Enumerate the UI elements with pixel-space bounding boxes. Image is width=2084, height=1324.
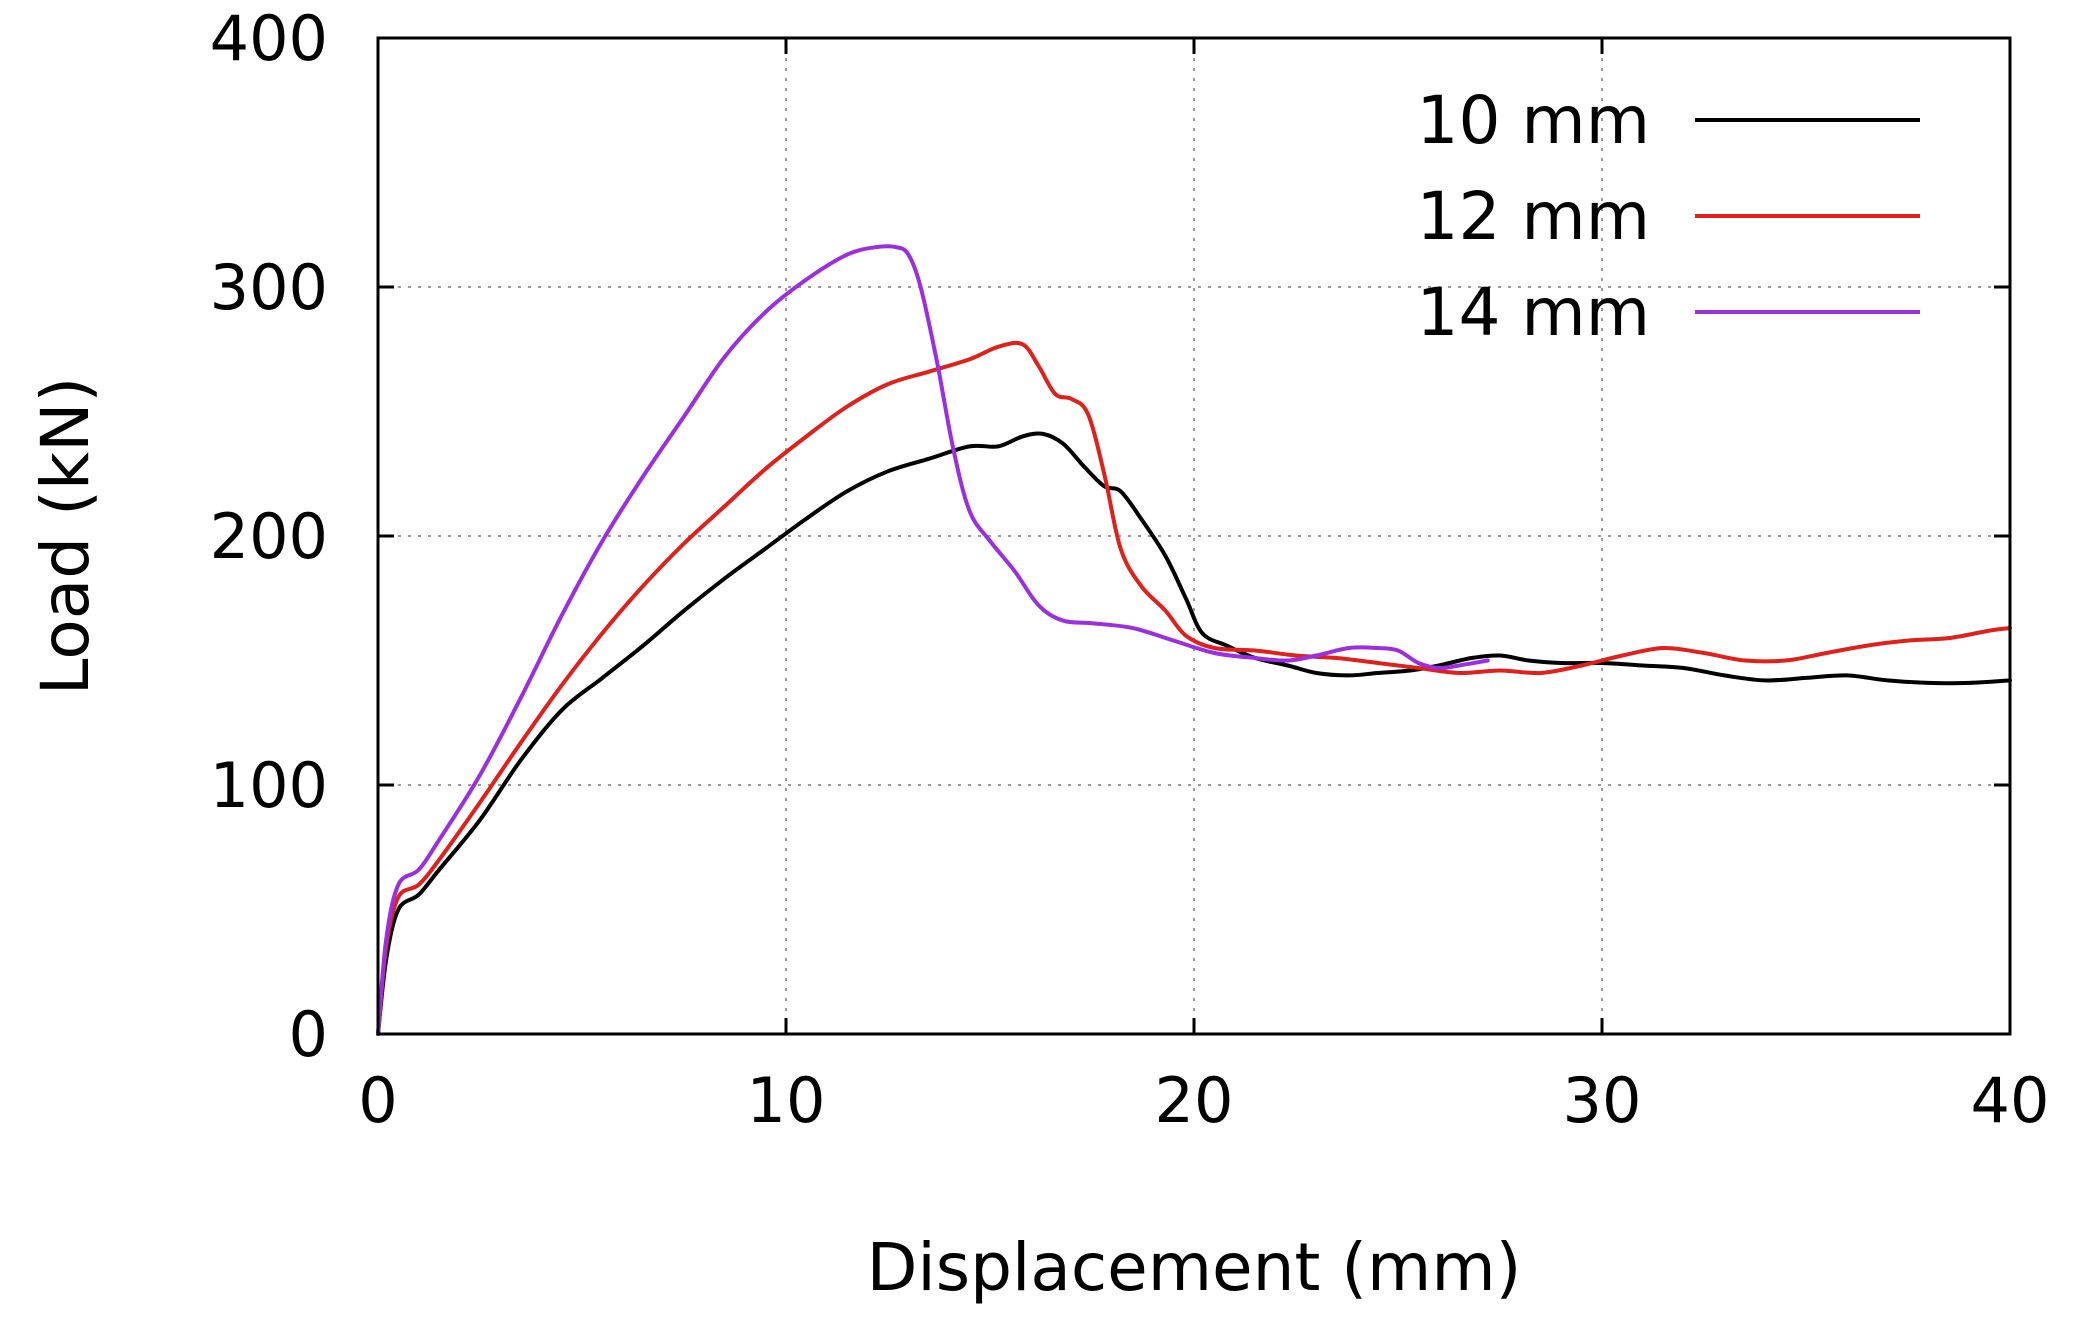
- y-axis-title: Load (kN): [27, 377, 104, 695]
- legend-label-10-mm: 10 mm: [1416, 82, 1650, 159]
- y-tick-label: 0: [289, 998, 328, 1071]
- legend: 10 mm 12 mm 14 mm: [1416, 82, 1920, 351]
- x-tick-label: 0: [358, 1064, 397, 1137]
- x-axis-title: Displacement (mm): [867, 1229, 1522, 1306]
- series-layer: [376, 244, 2012, 1036]
- x-tick-label: 10: [747, 1064, 826, 1137]
- legend-label-14-mm: 14 mm: [1416, 274, 1650, 351]
- y-tick-label: 200: [210, 500, 328, 573]
- grid-layer: [378, 38, 2010, 1034]
- x-tick-label: 40: [1971, 1064, 2050, 1137]
- x-tick-label: 30: [1563, 1064, 1642, 1137]
- y-tick-label: 300: [210, 251, 328, 324]
- legend-label-12-mm: 12 mm: [1416, 178, 1650, 255]
- series-line-14-mm: [376, 244, 1490, 1036]
- y-tick-label: 100: [210, 749, 328, 822]
- plot-frame: [376, 36, 2012, 1036]
- series-line-12-mm: [376, 340, 2012, 1036]
- series-line-10-mm: [376, 431, 2012, 1036]
- x-tick-label: 20: [1155, 1064, 1234, 1137]
- y-tick-label: 400: [210, 2, 328, 75]
- tick-layer: [376, 36, 2012, 1036]
